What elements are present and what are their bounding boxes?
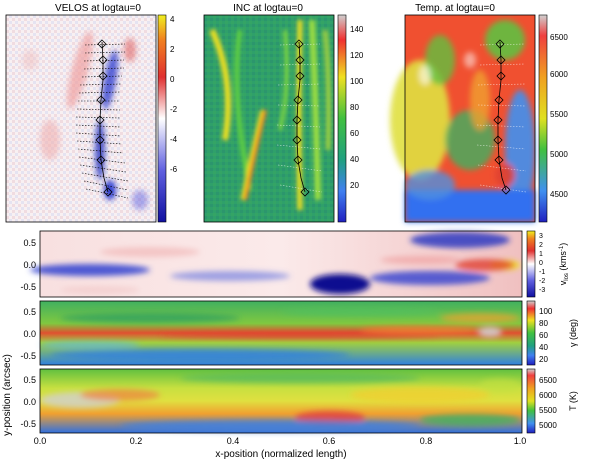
velos-tick-m6: -6 [170,165,178,174]
y-tick-strip1-m0p5: -0.5 [20,282,36,292]
strip-inclination-colorbar-label: γ (deg) [568,319,578,347]
gamma-tick-60: 60 [539,331,548,340]
panel-inc-image [203,14,335,223]
temp-tick-5000: 5000 [550,150,568,159]
x-axis-label: x-position (normalized length) [215,449,346,460]
y-tick-strip3-0p0: 0.0 [23,397,36,407]
strip-vlos: 3 2 1 0 -1 -2 -3 vlos (kms-1) [30,230,570,298]
panel-velos-image [5,14,157,223]
velos-tick-4: 4 [170,15,175,24]
t-tick-6500: 6500 [539,376,557,385]
y-tick-strip1-0p0: 0.0 [23,260,36,270]
panel-temp: Temp. at logtau=0 [390,3,568,223]
gamma-tick-100: 100 [539,307,553,316]
x-tick-0p2: 0.2 [130,436,143,446]
strip-temperature-image [39,368,523,434]
inc-tick-20: 20 [350,181,359,190]
strip-vlos-colorbar: 3 2 1 0 -1 -2 -3 vlos (kms-1) [526,230,570,298]
vlos-tick-m3: -3 [539,287,545,294]
temp-tick-5500: 5500 [550,110,568,119]
x-tick-0p8: 0.8 [420,436,433,446]
velos-tick-0: 0 [170,75,175,84]
panel-velos-colorbar: 4 2 0 -2 -4 -6 [157,14,178,223]
vlos-tick-1: 1 [539,251,543,258]
x-tick-0p4: 0.4 [227,436,240,446]
panel-inc: INC at logtau=0 [203,3,364,223]
y-tick-strip2-0p5: 0.5 [23,307,36,317]
gamma-tick-80: 80 [539,319,548,328]
strip-temperature-colorbar: 6500 6000 5500 5000 T (K) [526,368,578,434]
x-tick-0p0: 0.0 [34,436,47,446]
strip-inclination: 100 80 60 40 20 γ (deg) [39,300,578,366]
t-tick-6000: 6000 [539,391,557,400]
y-tick-strip3-0p5: 0.5 [23,375,36,385]
temp-tick-6000: 6000 [550,70,568,79]
vlos-tick-0: 0 [539,260,543,267]
y-tick-strip3-m0p5: -0.5 [20,419,36,429]
panel-temp-colorbar: 6500 6000 5500 5000 4500 [538,14,568,223]
y-tick-strip1-0p5: 0.5 [23,238,36,248]
strip-inclination-colorbar: 100 80 60 40 20 γ (deg) [526,300,578,366]
strip-temperature: 6500 6000 5500 5000 T (K) [39,368,578,434]
panel-temp-title: Temp. at logtau=0 [415,3,495,14]
y-axis-label: y-position (arcsec) [2,354,13,436]
vlos-tick-3: 3 [539,233,543,240]
panel-inc-colorbar: 140 120 100 80 60 40 20 [337,14,364,223]
velos-tick-m2: -2 [170,105,178,114]
panel-temp-image [390,14,536,223]
vlos-tick-m1: -1 [539,269,545,276]
velos-tick-2: 2 [170,45,175,54]
y-tick-strip2-0p0: 0.0 [23,329,36,339]
strip-vlos-colorbar-label: vlos (kms-1) [558,243,570,286]
gamma-tick-40: 40 [539,343,548,352]
panel-velos: VELOS at logtau=0 [5,3,178,223]
strip-vlos-image [30,230,523,298]
vlos-tick-m2: -2 [539,278,545,285]
velos-tick-m4: -4 [170,135,178,144]
gamma-tick-20: 20 [539,355,548,364]
x-tick-1p0: 1.0 [514,436,527,446]
inc-tick-120: 120 [350,51,364,60]
strip-inclination-image [39,300,523,366]
x-axis-ticks: 0.0 0.2 0.4 0.6 0.8 1.0 [34,436,527,446]
inc-tick-60: 60 [350,129,359,138]
inc-tick-80: 80 [350,103,359,112]
panel-velos-title: VELOS at logtau=0 [55,3,141,14]
inc-tick-100: 100 [350,77,364,86]
inc-tick-140: 140 [350,25,364,34]
y-tick-strip2-m0p5: -0.5 [20,351,36,361]
temp-tick-4500: 4500 [550,190,568,199]
panel-inc-title: INC at logtau=0 [233,3,303,14]
x-tick-0p6: 0.6 [323,436,336,446]
strip-temperature-colorbar-label: T (K) [568,391,578,411]
t-tick-5000: 5000 [539,421,557,430]
vlos-tick-2: 2 [539,242,543,249]
y-axis-ticks: 0.5 0.0 -0.5 0.5 0.0 -0.5 0.5 0.0 -0.5 [20,238,36,429]
t-tick-5500: 5500 [539,406,557,415]
temp-tick-6500: 6500 [550,33,568,42]
inc-tick-40: 40 [350,155,359,164]
